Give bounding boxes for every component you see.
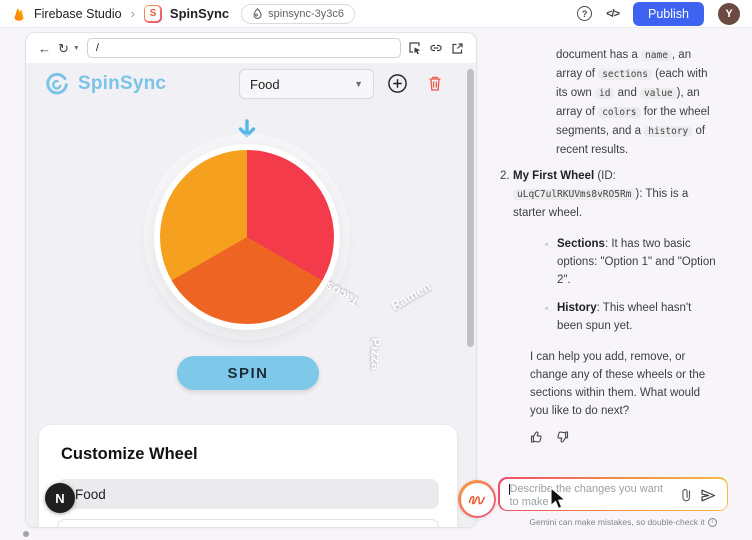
url-input[interactable] bbox=[86, 38, 401, 58]
open-in-new-icon[interactable] bbox=[450, 41, 464, 55]
attach-button[interactable] bbox=[679, 488, 693, 504]
chat-text: : It has two basic options: "Option 1" a… bbox=[557, 238, 716, 286]
chat-text: and bbox=[614, 87, 641, 99]
bullet-icon: ◦ bbox=[545, 239, 549, 249]
send-button[interactable] bbox=[700, 488, 717, 504]
chat-composer bbox=[498, 477, 728, 511]
mouse-cursor bbox=[550, 487, 567, 510]
wheel-segment-label: Tacos bbox=[322, 278, 362, 310]
chevron-down-icon: ▼ bbox=[354, 79, 363, 89]
select-element-icon[interactable] bbox=[408, 41, 422, 55]
thumbs-down-icon[interactable] bbox=[555, 430, 569, 444]
wheel-selector[interactable]: Food ▼ bbox=[239, 69, 374, 99]
chat-code: name bbox=[641, 50, 672, 61]
spin-button[interactable]: SPIN bbox=[177, 356, 319, 390]
section-input-partial[interactable] bbox=[57, 519, 439, 527]
preview-toolbar: ← ↻ ▼ bbox=[26, 33, 476, 63]
chat-text: I can help you add, remove, or change an… bbox=[530, 351, 706, 417]
chat-text: of recent results. bbox=[556, 125, 706, 156]
nextjs-devtools-badge[interactable]: N bbox=[45, 483, 75, 513]
avatar[interactable]: Y bbox=[718, 2, 740, 25]
chat-text: (ID: bbox=[594, 170, 616, 182]
spinner-logo-icon bbox=[46, 72, 68, 95]
feedback-row bbox=[530, 430, 748, 444]
chat-bold: My First Wheel bbox=[513, 170, 595, 182]
app-viewport: SpinSync Food ▼ bbox=[26, 63, 476, 527]
app-preview-panel: ← ↻ ▼ bbox=[25, 32, 477, 528]
workspace-badge[interactable]: spinsync-3y3c6 bbox=[241, 3, 355, 24]
chat-text: document has a bbox=[556, 49, 642, 61]
wheel[interactable]: Ramen Pizza Tacos bbox=[154, 144, 434, 370]
preview-scrollbar[interactable] bbox=[467, 69, 474, 347]
app-name[interactable]: SpinSync bbox=[169, 6, 230, 21]
chat-disclaimer: Gemini can make mistakes, so double-chec… bbox=[500, 517, 746, 527]
plus-circle-icon bbox=[387, 74, 407, 93]
chat-bold: History bbox=[557, 302, 597, 314]
firebase-logo-icon bbox=[12, 7, 26, 21]
delete-wheel-button[interactable] bbox=[426, 75, 443, 93]
chat-messages: document has a name, an array of section… bbox=[500, 46, 748, 420]
text-caret bbox=[508, 483, 510, 495]
chat-code: uLqC7ulRKUVms8vRO5Rm bbox=[513, 189, 636, 200]
chat-paragraph: I can help you add, remove, or change an… bbox=[530, 348, 720, 420]
bullet-icon: ◦ bbox=[545, 303, 549, 313]
chat-text: for the wheel segments, and a bbox=[556, 106, 710, 137]
chat-list-item: 2. My First Wheel (ID: uLqC7ulRKUVms8vRO5… bbox=[500, 167, 698, 222]
list-number: 2. bbox=[500, 170, 510, 182]
chat-code: colors bbox=[598, 107, 641, 118]
spinsync-app-icon: S bbox=[143, 4, 162, 23]
chat-list-item: ◦ Sections: It has two basic options: "Op… bbox=[545, 235, 719, 289]
chat-paragraph: document has a name, an array of section… bbox=[556, 46, 718, 159]
app-logo-text: SpinSync bbox=[78, 73, 167, 94]
customize-wheel-heading: Customize Wheel bbox=[61, 445, 198, 463]
app-header: SpinSync Food ▼ bbox=[26, 63, 476, 105]
wheel-selector-value: Food bbox=[250, 76, 280, 92]
back-icon[interactable]: ← bbox=[38, 40, 51, 56]
chat-text: : This wheel hasn't been spun yet. bbox=[557, 302, 692, 332]
spark-icon bbox=[253, 8, 262, 19]
link-icon[interactable] bbox=[429, 41, 443, 55]
code-icon[interactable]: </> bbox=[606, 7, 620, 20]
chat-list-item: ◦ History: This wheel hasn't been spun ye… bbox=[545, 299, 719, 335]
status-dot bbox=[23, 531, 29, 537]
wheel-segment-label: Pizza bbox=[368, 337, 384, 371]
chat-text: ), an array of bbox=[556, 87, 700, 118]
wheel-face[interactable] bbox=[160, 150, 334, 324]
add-wheel-button[interactable] bbox=[386, 73, 408, 95]
gemini-scribble-icon bbox=[460, 482, 494, 516]
customize-wheel-card: Customize Wheel bbox=[39, 425, 457, 527]
breadcrumb-chevron-icon: › bbox=[130, 6, 135, 21]
chat-text: ): This is a starter wheel. bbox=[513, 188, 689, 219]
help-icon[interactable]: ? bbox=[577, 6, 593, 21]
workspace-badge-label: spinsync-3y3c6 bbox=[268, 7, 344, 20]
chat-code: value bbox=[640, 88, 677, 99]
wheel-pointer-icon bbox=[238, 119, 256, 138]
info-icon[interactable]: i bbox=[707, 517, 717, 527]
chat-input[interactable] bbox=[509, 482, 670, 509]
wheel-segment-label: Ramen bbox=[388, 278, 434, 314]
refresh-icon[interactable]: ↻ bbox=[58, 40, 69, 56]
paperclip-icon bbox=[681, 488, 690, 501]
app-logo: SpinSync bbox=[44, 71, 166, 97]
chat-text: , an array of bbox=[556, 49, 692, 80]
top-bar: Firebase Studio › S SpinSync spinsync-3y… bbox=[0, 0, 752, 28]
trash-icon bbox=[429, 76, 440, 91]
thumbs-up-icon[interactable] bbox=[530, 430, 544, 444]
chat-code: history bbox=[644, 126, 693, 137]
refresh-dropdown-icon[interactable]: ▼ bbox=[72, 44, 80, 52]
product-name[interactable]: Firebase Studio bbox=[34, 6, 122, 21]
chat-composer-field[interactable] bbox=[499, 478, 727, 510]
wheel-name-input[interactable] bbox=[57, 479, 439, 509]
chat-bold: Sections bbox=[557, 238, 605, 250]
publish-button[interactable]: Publish bbox=[633, 1, 704, 26]
gemini-chat-panel: document has a name, an array of section… bbox=[500, 46, 748, 444]
chat-text: (each with its own bbox=[556, 68, 708, 99]
breadcrumb: Firebase Studio › S SpinSync spinsync-3y… bbox=[12, 3, 355, 24]
gemini-toggle-button[interactable] bbox=[458, 480, 496, 518]
chat-disclaimer-text: Gemini can make mistakes, so double-chec… bbox=[529, 517, 705, 527]
send-icon bbox=[701, 489, 716, 501]
chat-code: id bbox=[595, 88, 615, 99]
chat-code: sections bbox=[598, 69, 652, 80]
